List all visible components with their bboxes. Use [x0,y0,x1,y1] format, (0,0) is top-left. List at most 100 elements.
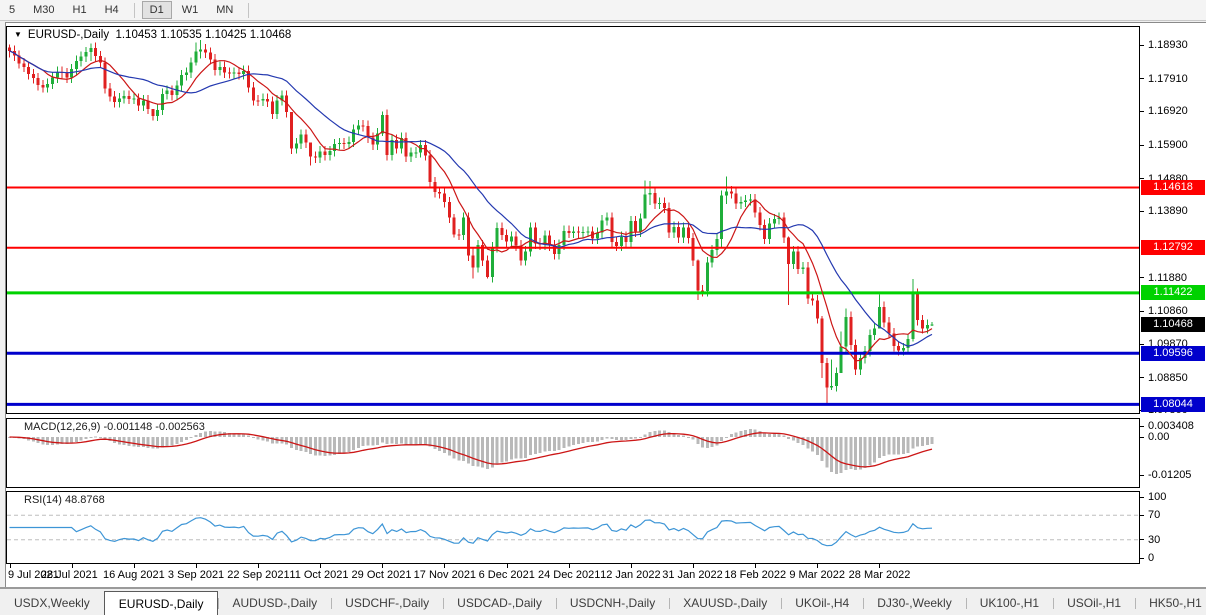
macd-bar [658,430,662,437]
toolbar-separator [133,2,135,18]
rsi-axis-label: 30 [1148,533,1161,546]
macd-bar [720,437,724,441]
macd-bar [634,437,638,439]
candle [801,267,805,269]
macd-bar [98,436,102,438]
candle [725,191,728,196]
candle [8,47,11,51]
macd-bar [146,437,150,448]
macd-panel[interactable]: MACD(12,26,9) -0.001148 -0.002563 [6,418,1140,488]
price-panel[interactable]: ▼ EURUSD-,Daily 1.10453 1.10535 1.10425 1… [6,26,1140,414]
candle [581,231,585,233]
macd-bar [323,437,327,457]
rsi-panel[interactable]: RSI(14) 48.8768 [6,491,1140,564]
macd-bar [203,431,207,437]
candle [624,236,628,243]
macd-bar [447,437,451,456]
macd-bar [462,437,466,461]
macd-bar [70,437,74,444]
candle [591,231,595,239]
tab-usdcnh-daily[interactable]: USDCNH-,Daily [555,592,669,615]
tab-usdx-weekly[interactable]: USDX,Weekly [14,596,90,610]
macd-bar [930,437,934,444]
candle [481,245,485,261]
macd-bar [729,433,733,437]
candle [447,202,451,218]
candle [108,88,112,97]
timeframe-button-h4[interactable]: H4 [104,4,119,16]
candle [337,143,341,145]
macd-bar [65,437,69,444]
candle [146,100,150,109]
macd-bar [74,437,78,442]
chart-dropdown-icon[interactable]: ▼ [14,30,22,39]
tab-audusd-daily[interactable]: AUDUSD-,Daily [218,592,331,615]
candle [457,234,461,236]
macd-bar [395,437,399,444]
candle [648,192,652,195]
timeframe-button-h1[interactable]: H1 [72,4,87,16]
macd-bar [60,437,64,444]
candle [605,217,609,221]
chart-symbol-period: EURUSD-,Daily [27,29,110,41]
candle [471,255,475,268]
candle [572,231,576,233]
candle [318,151,322,158]
rsi-line [9,517,933,547]
macd-bar [84,437,88,439]
macd-bar [419,437,423,445]
macd-bar [548,437,552,451]
candle [653,192,657,204]
macd-bar [457,437,461,461]
candle [873,328,877,335]
macd-bar [925,437,929,445]
tab-usdcad-daily[interactable]: USDCAD-,Daily [443,592,556,615]
candle [156,109,160,116]
timeframe-button-mn[interactable]: MN [216,4,234,16]
macd-bar [509,437,513,460]
macd-bar [514,437,518,459]
price-level-badge-1.12792: 1.12792 [1141,240,1205,256]
timeframe-button-5[interactable]: 5 [9,4,16,16]
tab-xauusd-daily[interactable]: XAUUSD-,Daily [669,592,781,615]
time-axis[interactable]: 9 Jul 2021 28 Jul 2021 16 Aug 2021 3 Sep 20… [6,564,1140,587]
macd-bar [882,437,886,456]
macd-bar [701,437,705,448]
macd-bar [806,437,810,449]
candle [505,234,509,242]
candle [452,217,456,235]
candle [27,66,31,75]
candle [218,66,222,71]
chart-title: ▼ EURUSD-,Daily 1.10453 1.10535 1.10425 1… [14,29,291,41]
macd-bar [619,437,623,440]
candle [22,63,26,67]
price-axis[interactable]: 1.18930 1.17910 1.16920 1.15900 1.14880 1.138… [1140,26,1206,565]
macd-bar [103,437,107,439]
candle [98,56,102,63]
tab-hk50-h1[interactable]: HK50-,H1 [1135,592,1206,615]
tab-uk100-h1[interactable]: UK100-,H1 [965,592,1053,615]
tab-dj30-weekly[interactable]: DJ30-,Weekly [863,592,965,615]
timeframe-button-d1[interactable]: D1 [141,1,172,19]
tab-usoil-h1[interactable]: USOil-,H1 [1053,592,1135,615]
tab-ukoil-h4[interactable]: UKOil-,H4 [781,592,863,615]
timeframe-button-m30[interactable]: M30 [33,4,55,16]
candle [920,320,924,329]
macd-bar [629,437,633,439]
price-axis-tick [1140,436,1144,438]
macd-bar [519,437,523,459]
macd-bar [920,437,924,446]
macd-bar [337,437,341,454]
candle [41,85,45,88]
macd-bar [811,437,815,452]
candle [677,226,681,238]
candle [877,306,881,329]
candle [361,125,365,127]
macd-bar [839,437,843,474]
candle [600,220,604,233]
tab-usdchf-daily[interactable]: USDCHF-,Daily [331,592,443,615]
tab-eurusd-daily[interactable]: EURUSD-,Daily [103,591,219,615]
macd-bar [801,437,805,445]
candle [548,235,552,246]
timeframe-button-w1[interactable]: W1 [181,4,199,16]
